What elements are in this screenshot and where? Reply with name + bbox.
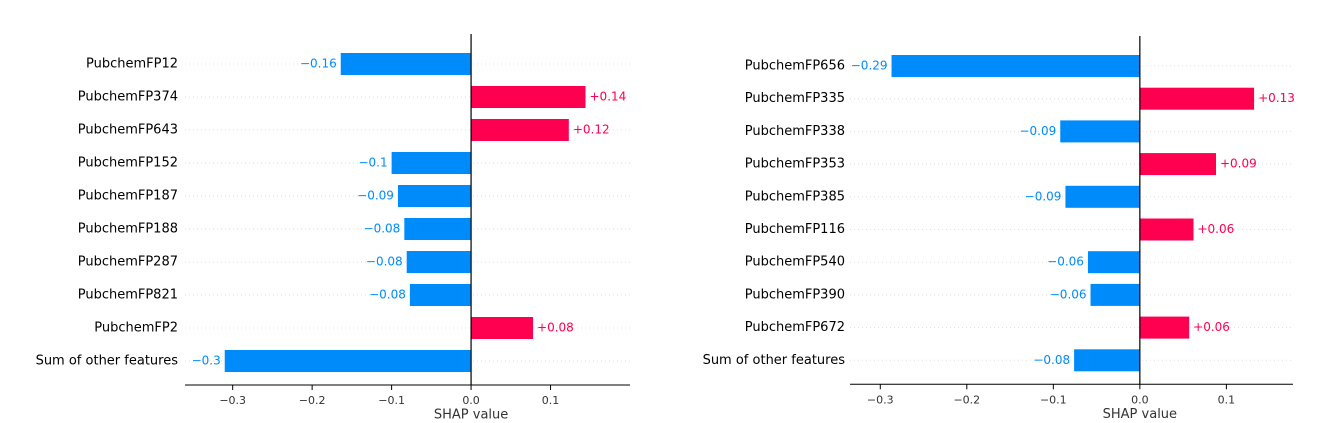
value-label: −0.06 [1047, 255, 1084, 269]
x-tick-label: 0.0 [1131, 393, 1149, 406]
y-tick-label: PubchemFP335 [745, 91, 845, 106]
value-label: −0.06 [1050, 287, 1087, 301]
y-tick-label: PubchemFP338 [745, 124, 845, 139]
y-tick-label: PubchemFP187 [78, 189, 178, 204]
y-tick-label: PubchemFP656 [745, 59, 845, 74]
value-label: −0.08 [1033, 353, 1070, 367]
y-tick-label: PubchemFP821 [78, 288, 178, 303]
y-tick-label: PubchemFP2 [94, 321, 178, 336]
y-tick-label: PubchemFP188 [78, 222, 178, 237]
value-label: −0.09 [357, 189, 394, 203]
value-label: −0.29 [851, 59, 888, 73]
bar [1139, 218, 1194, 241]
value-label: +0.12 [573, 123, 610, 137]
y-tick-label: Sum of other features [36, 354, 179, 369]
y-tick-label: Sum of other features [703, 353, 846, 368]
bar [409, 284, 472, 306]
bar [1087, 251, 1140, 274]
bar [406, 251, 472, 273]
x-tick-label: −0.2 [953, 393, 980, 406]
value-label: +0.06 [1197, 222, 1234, 236]
value-label: −0.08 [364, 222, 401, 236]
y-tick-label: PubchemFP287 [78, 255, 178, 270]
bar [1065, 185, 1140, 208]
x-tick-label: −0.1 [378, 394, 405, 407]
y-tick-label: PubchemFP390 [745, 287, 845, 302]
bar [1139, 316, 1190, 339]
bar [471, 119, 569, 141]
bar [471, 317, 534, 339]
value-label: −0.08 [366, 255, 403, 269]
x-tick-label: −0.3 [219, 394, 246, 407]
value-label: +0.13 [1258, 91, 1295, 105]
y-tick-label: PubchemFP152 [78, 156, 178, 171]
y-tick-label: PubchemFP672 [745, 320, 845, 335]
bar [1060, 120, 1140, 143]
bar [1090, 283, 1140, 306]
bar [391, 152, 472, 174]
x-axis-title: SHAP value [1103, 407, 1177, 422]
y-tick-label: PubchemFP12 [86, 57, 178, 72]
value-label: +0.14 [590, 90, 627, 104]
x-tick-label: 0.0 [462, 394, 480, 407]
bar [1074, 349, 1140, 372]
y-tick-label: PubchemFP643 [78, 123, 178, 138]
y-tick-label: PubchemFP385 [745, 189, 845, 204]
chart: PubchemFP12 −0.16 PubchemFP374 +0.14 Pubchem… [36, 34, 630, 423]
chart: PubchemFP656 −0.29 PubchemFP335 +0.13 Pubche… [703, 36, 1295, 422]
bar [1139, 87, 1255, 110]
y-tick-label: PubchemFP353 [745, 157, 845, 172]
x-tick-label: −0.1 [1040, 393, 1067, 406]
y-tick-label: PubchemFP116 [745, 222, 845, 237]
bar [891, 55, 1140, 77]
value-label: −0.3 [192, 354, 221, 368]
bar [397, 185, 472, 207]
value-label: −0.09 [1025, 189, 1062, 203]
bar [224, 350, 472, 372]
x-tick-label: −0.2 [299, 394, 326, 407]
value-label: +0.09 [1220, 157, 1257, 171]
x-axis-title: SHAP value [434, 408, 508, 423]
value-label: +0.08 [537, 321, 574, 335]
x-tick-label: 0.1 [542, 394, 560, 407]
value-label: −0.1 [358, 156, 387, 170]
bar [404, 218, 472, 240]
value-label: −0.08 [369, 288, 406, 302]
value-label: −0.09 [1019, 124, 1056, 138]
value-label: +0.06 [1193, 320, 1230, 334]
y-tick-label: PubchemFP540 [745, 255, 845, 270]
bar [471, 86, 586, 108]
y-tick-label: PubchemFP374 [78, 90, 178, 105]
x-tick-label: −0.3 [867, 393, 894, 406]
value-label: −0.16 [300, 57, 337, 71]
bar [1139, 153, 1216, 176]
bar [340, 53, 472, 75]
x-tick-label: 0.1 [1218, 393, 1236, 406]
